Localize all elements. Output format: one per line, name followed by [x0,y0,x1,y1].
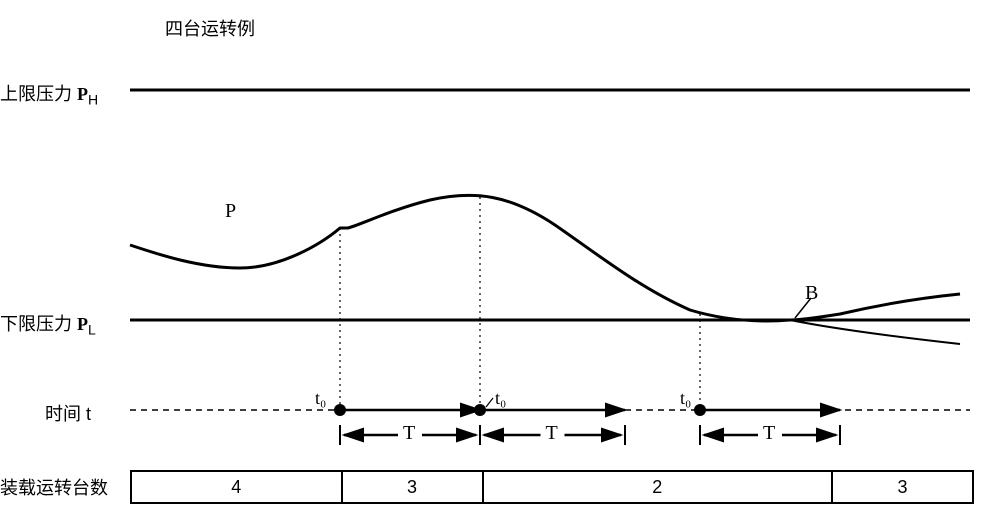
pressure-curve [130,195,960,321]
diagram-svg [0,0,1000,521]
t0-annotation: t₀ [495,388,506,409]
p-annotation: P [225,200,236,223]
T-annotation: T [403,422,415,445]
table-cell: 2 [484,472,834,502]
T-annotation: T [546,422,558,445]
T-annotation: T [763,422,775,445]
table-cell: 3 [833,472,972,502]
b-annotation: B [805,282,818,305]
units-table: 4323 [130,470,974,504]
reflection-curve [790,320,960,344]
table-cell: 3 [343,472,484,502]
t0-annotation: t₀ [680,388,691,409]
t0-annotation: t₀ [315,388,326,409]
table-cell: 4 [132,472,343,502]
